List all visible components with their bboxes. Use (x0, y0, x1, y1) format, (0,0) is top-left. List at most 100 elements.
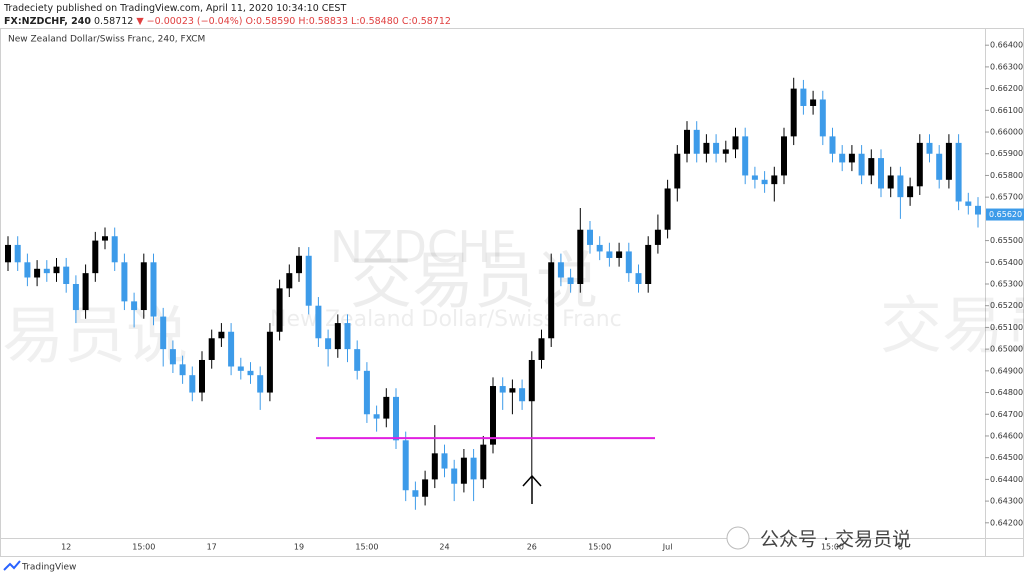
candle-body (693, 129, 700, 154)
y-tick-label: 0.64500 (990, 453, 1023, 462)
arrow (522, 474, 542, 504)
candle-body (819, 99, 826, 137)
candle-body (975, 205, 981, 215)
candle-body (160, 316, 167, 350)
candle-body (577, 229, 584, 284)
candle-body (82, 273, 89, 311)
candle-body (829, 136, 836, 154)
y-tick-label: 0.64200 (990, 518, 1023, 527)
candle-body (451, 468, 458, 484)
candle-body (237, 366, 244, 371)
symbol: FX:NZDCHF, 240 (4, 16, 91, 27)
y-tick-label: 0.65800 (990, 171, 1023, 180)
y-tick-label: 0.64400 (990, 475, 1023, 484)
y-tick-label: 0.65000 (990, 345, 1023, 354)
candle-body (509, 388, 516, 393)
y-tick-label: 0.66100 (990, 106, 1023, 115)
candle-body (916, 142, 923, 187)
candle-body (208, 338, 215, 360)
candle-body (334, 323, 341, 350)
candle-body (131, 301, 138, 311)
candle-body (373, 414, 380, 419)
candle-body (179, 364, 186, 376)
candle-body (654, 229, 661, 245)
y-tick-label: 0.65500 (990, 236, 1023, 245)
chart-title: New Zealand Dollar/Swiss Franc, 240, FXC… (8, 35, 205, 45)
candle-body (354, 349, 361, 371)
candle-body (887, 175, 894, 189)
candle-body (858, 153, 865, 176)
candle-body (325, 338, 332, 350)
candle-body (111, 236, 118, 263)
footer-watermark: 公众号 · 交易员说 (760, 529, 911, 551)
candle-body (422, 479, 429, 497)
last-price-label: 0.65620 (989, 210, 1022, 219)
watermark-description: New Zealand Dollar/Swiss Franc (270, 307, 622, 332)
candle-body (684, 129, 690, 154)
candle-body (14, 244, 21, 263)
y-tick-label: 0.66400 (990, 41, 1023, 50)
candle-body (965, 201, 972, 206)
candle-body (24, 262, 31, 278)
candle-body (810, 99, 817, 106)
x-tick-label: 12 (61, 543, 71, 552)
publisher: Tradeciety published on TradingView.com,… (4, 3, 347, 14)
x-tick-label: 17 (207, 543, 217, 552)
candle-body (839, 153, 846, 163)
candle-body (266, 331, 273, 393)
candle-body (402, 440, 409, 491)
x-tick-label: 15:00 (821, 543, 844, 552)
x-tick-label: 15:00 (588, 543, 611, 552)
candle-body (703, 142, 710, 154)
candle-body (140, 262, 147, 311)
candle-body (296, 255, 302, 274)
candle-body (92, 240, 99, 274)
close: C:0.58712 (401, 16, 451, 27)
candle-body (519, 388, 526, 402)
y-tick-label: 0.65100 (990, 323, 1023, 332)
quote-line: FX:NZDCHF, 240 0.58712 ▼ −0.00023 (−0.04… (4, 15, 451, 28)
candle-body (606, 251, 613, 258)
candle-body (121, 262, 128, 302)
candle-body (102, 236, 108, 241)
candle-body (761, 179, 768, 185)
candle-body (616, 251, 623, 258)
candle-body (383, 396, 390, 419)
candle-body (868, 158, 875, 176)
candle-body (897, 175, 904, 198)
open: O:0.58590 (245, 16, 296, 27)
candle-body (72, 284, 79, 311)
last-price-box (986, 208, 1024, 221)
y-tick-label: 0.65900 (990, 149, 1023, 158)
candle-body (567, 277, 574, 284)
candle-body (53, 266, 60, 274)
candle-body (43, 268, 50, 274)
candle-body (441, 453, 448, 469)
candle-body (664, 188, 671, 230)
y-tick-label: 0.64800 (990, 388, 1023, 397)
candle-body (742, 136, 749, 176)
header: Tradeciety published on TradingView.com,… (4, 2, 451, 28)
watermark-overlay: 交易员说 (350, 244, 598, 317)
watermark-symbol: NZDCHF (330, 222, 516, 273)
candle-body (460, 457, 467, 484)
candle-body (587, 229, 593, 245)
candle-body (557, 262, 564, 278)
candle-body (955, 142, 962, 202)
wechat-icon (726, 526, 750, 550)
candle-body (412, 490, 419, 497)
x-tick-label: 24 (439, 543, 449, 552)
y-tick-label: 0.65400 (990, 258, 1023, 267)
candle-body (790, 88, 797, 137)
candle-body (63, 266, 70, 284)
y-tick-label: 0.66200 (990, 84, 1023, 93)
candle-body (771, 175, 778, 185)
candle-body (5, 244, 11, 263)
candle-body (499, 386, 506, 393)
candle-body (286, 273, 293, 289)
watermark-overlay: 交易员说 (0, 299, 188, 372)
y-tick-label: 0.66000 (990, 128, 1023, 137)
candle-body (596, 244, 603, 252)
candle-body (150, 262, 157, 317)
